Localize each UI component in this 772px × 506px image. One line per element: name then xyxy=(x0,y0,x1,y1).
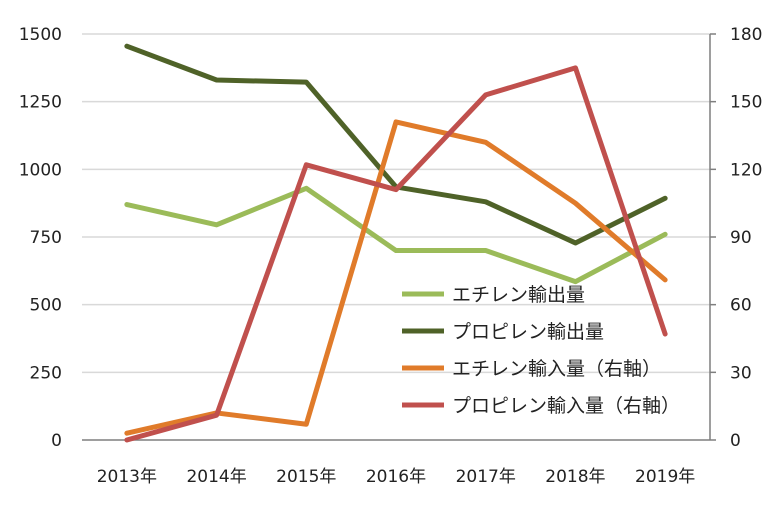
x-tick-label: 2016年 xyxy=(366,467,426,487)
gridlines xyxy=(82,33,710,374)
y-left-tick-label: 1500 xyxy=(19,25,62,45)
y-right-tick-label: 180 xyxy=(730,25,762,45)
legend-label: エチレン輸入量（右軸） xyxy=(452,358,661,380)
y-left-tick-label: 0 xyxy=(51,431,62,451)
y-left-tick-label: 500 xyxy=(30,296,62,316)
legend-label: エチレン輸出量 xyxy=(452,284,585,306)
y-right-tick-label: 90 xyxy=(730,228,752,248)
x-tick-label: 2018年 xyxy=(545,467,605,487)
y-left-tick-label: 250 xyxy=(30,363,62,383)
legend-label: プロピレン輸入量（右軸） xyxy=(452,395,680,417)
y-right-tick-label: 60 xyxy=(730,296,752,316)
y-left-tick-label: 1000 xyxy=(19,160,62,180)
x-tick-label: 2017年 xyxy=(456,467,516,487)
y-right-tick-label: 0 xyxy=(730,431,741,451)
series-lines xyxy=(124,43,668,443)
axes: 0 250 500 750 1000 1250 1500 0 30 60 90 120 150 180 20… xyxy=(19,25,763,487)
legend-label: プロピレン輸出量 xyxy=(452,321,604,343)
x-tick-label: 2013年 xyxy=(97,467,157,487)
x-tick-label: 2019年 xyxy=(635,467,695,487)
y-right-tick-label: 120 xyxy=(730,160,762,180)
y-left-tick-label: 750 xyxy=(30,228,62,248)
y-right-tick-label: 150 xyxy=(730,93,762,113)
y-right-tick-label: 30 xyxy=(730,363,752,383)
x-tick-label: 2014年 xyxy=(186,467,246,487)
y-left-tick-label: 1250 xyxy=(19,93,62,113)
x-tick-label: 2015年 xyxy=(276,467,336,487)
series-line-1 xyxy=(124,185,668,285)
